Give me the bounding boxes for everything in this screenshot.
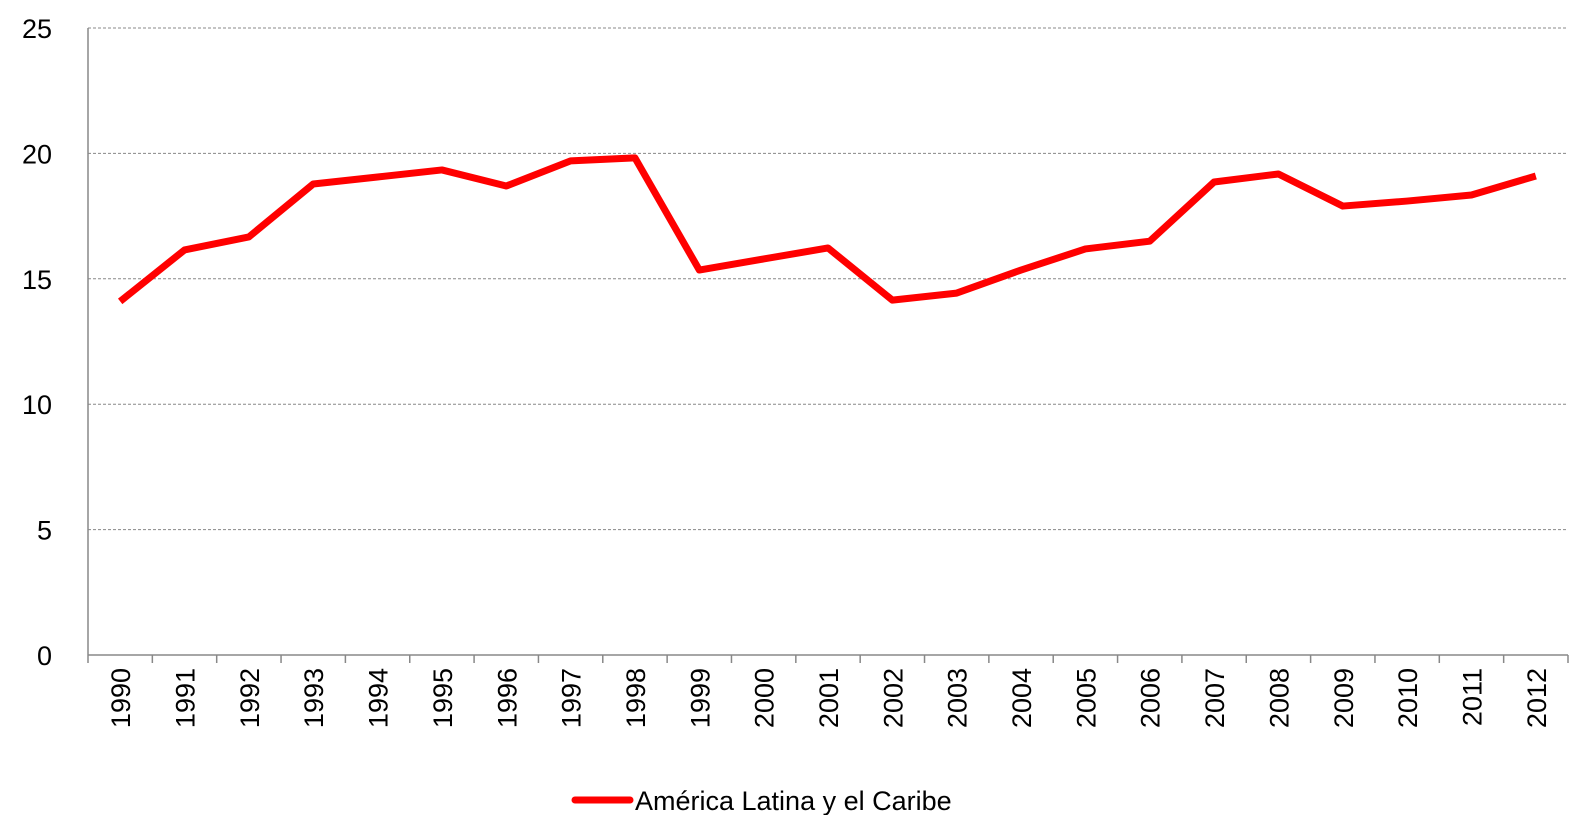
x-tick-label: 1997 bbox=[557, 668, 587, 728]
x-tick-label: 1998 bbox=[621, 668, 651, 728]
x-tick-label: 2006 bbox=[1136, 668, 1166, 728]
x-tick-label: 1995 bbox=[428, 668, 458, 728]
x-tick-label: 2011 bbox=[1457, 668, 1487, 726]
y-tick-label: 5 bbox=[37, 516, 52, 546]
x-tick-label: 1990 bbox=[106, 668, 136, 728]
y-tick-label: 15 bbox=[22, 265, 52, 295]
x-tick-label: 2003 bbox=[943, 668, 973, 728]
y-tick-label: 20 bbox=[22, 139, 52, 169]
y-tick-label: 10 bbox=[22, 390, 52, 420]
x-tick-label: 1993 bbox=[299, 668, 329, 728]
y-tick-label: 0 bbox=[37, 641, 52, 671]
x-tick-label: 2008 bbox=[1264, 668, 1294, 728]
y-tick-label: 25 bbox=[22, 14, 52, 44]
x-tick-label: 2002 bbox=[878, 668, 908, 728]
x-tick-label: 2010 bbox=[1393, 668, 1423, 728]
x-tick-label: 2012 bbox=[1522, 668, 1552, 728]
x-tick-label: 1996 bbox=[492, 668, 522, 728]
x-tick-label: 1992 bbox=[235, 668, 265, 728]
x-tick-label: 2007 bbox=[1200, 668, 1230, 728]
x-tick-label: 2001 bbox=[814, 668, 844, 728]
x-tick-label: 2000 bbox=[750, 668, 780, 728]
x-tick-label: 2009 bbox=[1329, 668, 1359, 728]
x-tick-label: 1994 bbox=[364, 668, 394, 728]
x-tick-label: 1991 bbox=[171, 668, 201, 728]
x-tick-label: 1999 bbox=[685, 668, 715, 728]
x-tick-label: 2004 bbox=[1007, 668, 1037, 728]
x-tick-label: 2005 bbox=[1071, 668, 1101, 728]
data-line bbox=[117, 154, 1537, 305]
legend-label: América Latina y el Caribe bbox=[635, 786, 952, 815]
